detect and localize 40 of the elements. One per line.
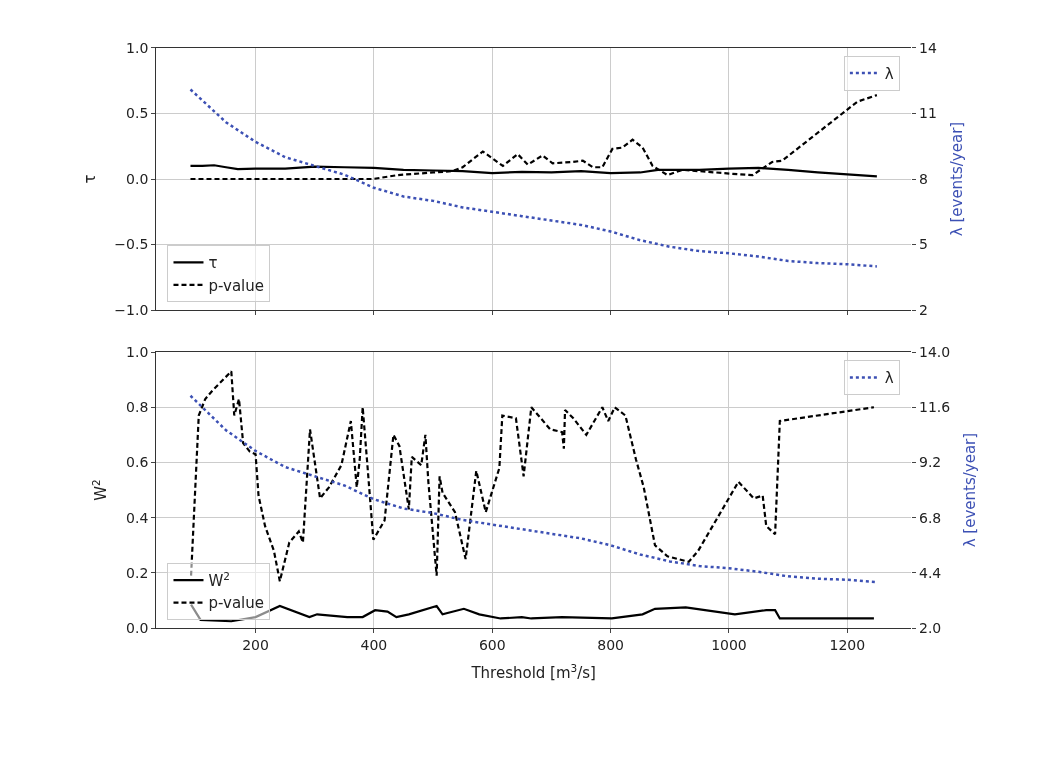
y2-tick-label: 6.8 <box>919 509 942 526</box>
legend-label: p-value <box>208 276 264 295</box>
x-tick-label: 800 <box>597 636 624 653</box>
legend-label: λ <box>884 369 894 388</box>
line-series <box>189 88 879 268</box>
y-tick-label: 0.0 <box>126 620 149 637</box>
y2-tick-label: 2.0 <box>919 620 942 637</box>
y-axis-title: τ <box>80 174 99 184</box>
y-tick-label: 0.2 <box>126 564 149 581</box>
y2-tick-label: 11.6 <box>919 399 951 416</box>
x-tick-label: 600 <box>478 636 506 653</box>
y2-tick-label: 14.0 <box>919 343 951 360</box>
x-tick-label: 400 <box>360 636 388 653</box>
x-tick-label: 1000 <box>711 636 747 653</box>
y-tick-label: −1.0 <box>114 301 149 318</box>
legend-label: p-value <box>208 594 264 613</box>
y2-tick-label: 8 <box>919 170 928 187</box>
y2-tick-label: 5 <box>919 236 928 253</box>
y2-axis-title: λ [events/year] <box>961 432 980 548</box>
y-tick-label: −0.5 <box>114 236 149 253</box>
y-tick-label: 0.8 <box>126 399 149 416</box>
y-tick-label: 0.5 <box>126 105 149 122</box>
y2-tick-label: 4.4 <box>919 564 942 581</box>
line-series <box>189 94 878 181</box>
legend-label: τ <box>208 254 218 273</box>
y2-tick-label: 9.2 <box>919 454 942 471</box>
y2-axis-title: λ [events/year] <box>947 121 966 237</box>
y2-tick-label: 2 <box>919 301 928 318</box>
x-axis-title: Threshold [m$^{3}$/s] <box>470 661 596 682</box>
x-tick-label: 200 <box>242 636 269 653</box>
y-tick-label: 1.0 <box>126 39 149 56</box>
legend-label: λ <box>884 64 894 83</box>
legend-label: W$^{2}$ <box>208 569 231 590</box>
x-tick-label: 1200 <box>829 636 866 653</box>
y2-tick-label: 11 <box>919 105 937 122</box>
y-tick-label: 0.4 <box>126 509 149 526</box>
y-tick-label: 1.0 <box>126 343 149 360</box>
y-tick-label: 0.6 <box>126 454 149 471</box>
y2-tick-label: 14 <box>919 39 937 56</box>
y-tick-label: 0.0 <box>126 170 149 187</box>
